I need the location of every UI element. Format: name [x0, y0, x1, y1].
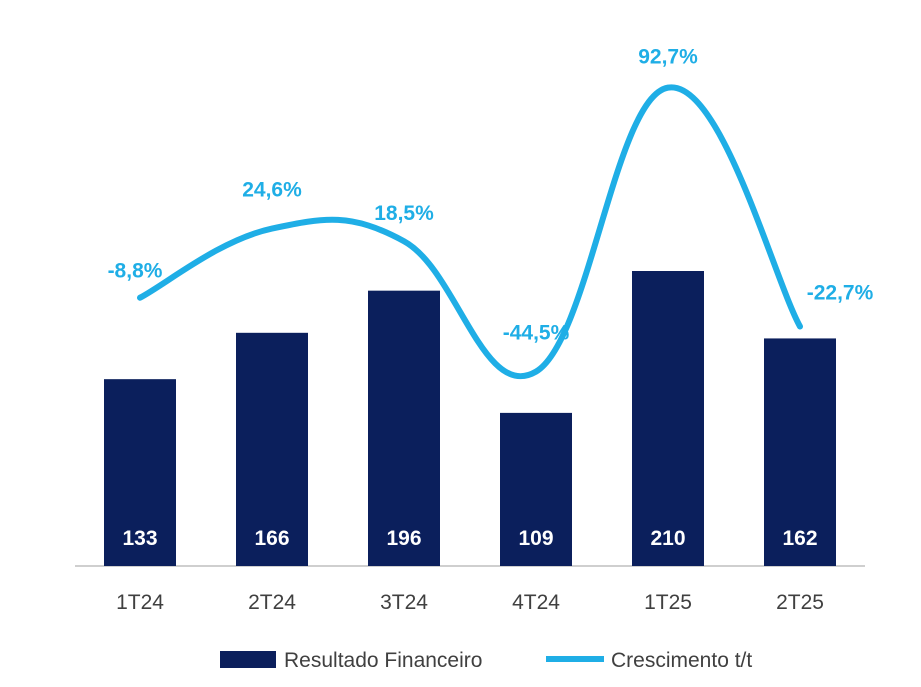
- legend-swatch-resultado-financeiro: [220, 651, 276, 668]
- line-value-label-3T24: 18,5%: [374, 202, 434, 225]
- bar-2T24: [236, 332, 308, 566]
- legend-label-crescimento: Crescimento t/t: [611, 649, 752, 672]
- category-label-4T24: 4T24: [512, 591, 560, 614]
- line-value-label-2T25: -22,7%: [807, 281, 874, 304]
- bar-3T24: [368, 290, 440, 566]
- bar-value-label-4T24: 109: [518, 527, 553, 550]
- bar-value-label-2T24: 166: [254, 527, 289, 550]
- bar-value-label-3T24: 196: [386, 527, 421, 550]
- category-label-3T24: 3T24: [380, 591, 428, 614]
- legend: Resultado Financeiro Crescimento t/t: [220, 649, 752, 672]
- line-value-label-1T25: 92,7%: [638, 46, 698, 69]
- bar-1T24: [104, 379, 176, 566]
- bar-1T25: [632, 271, 704, 566]
- bar-value-label-1T24: 133: [122, 527, 157, 550]
- category-label-1T24: 1T24: [116, 591, 164, 614]
- line-value-label-1T24: -8,8%: [108, 260, 163, 283]
- line-value-label-4T24: -44,5%: [503, 322, 570, 345]
- category-label-2T24: 2T24: [248, 591, 296, 614]
- bar-4T24: [500, 412, 572, 566]
- line-value-label-2T24: 24,6%: [242, 179, 302, 202]
- bar-value-label-2T25: 162: [782, 527, 817, 550]
- legend-label-resultado-financeiro: Resultado Financeiro: [284, 649, 482, 672]
- line-group: -8,8% 24,6% 18,5% -44,5% 92,7% -22,7%: [108, 46, 874, 380]
- category-labels: 1T24 2T24 3T24 4T24 1T25 2T25: [116, 591, 824, 614]
- category-label-1T25: 1T25: [644, 591, 692, 614]
- category-label-2T25: 2T25: [776, 591, 824, 614]
- bar-2T25: [764, 338, 836, 566]
- bar-value-label-1T25: 210: [650, 527, 685, 550]
- bars-group: 133 166 196 109 210 162: [104, 271, 836, 566]
